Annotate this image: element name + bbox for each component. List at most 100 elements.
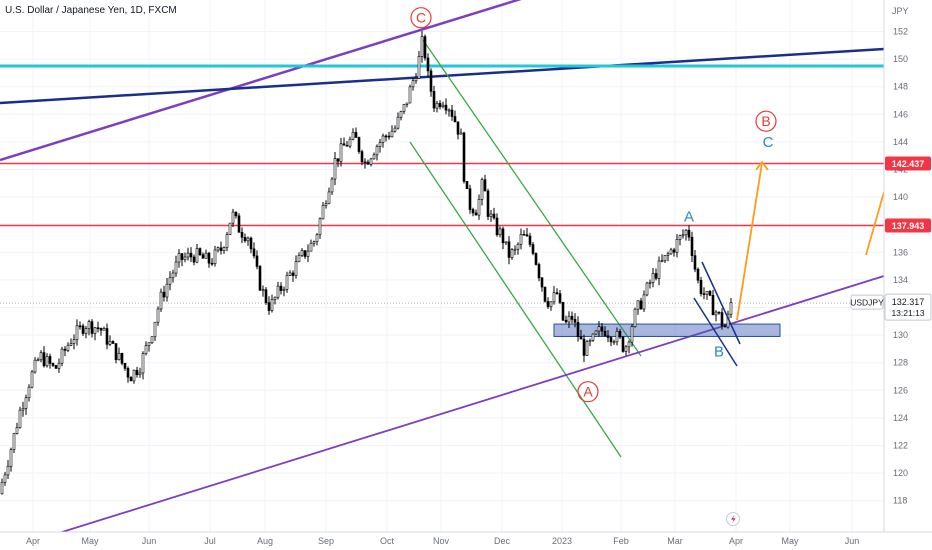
candle-body (15, 427, 19, 434)
candle-body (591, 333, 595, 341)
candle-body (678, 235, 682, 240)
candle-body (564, 319, 568, 323)
lower-channel-line (61, 275, 885, 533)
candle-body (102, 328, 106, 331)
candle-body (651, 273, 655, 283)
x-tick-label: May (81, 536, 99, 546)
candle-body (507, 241, 511, 258)
candle-body (621, 336, 625, 352)
wave-label: C (763, 134, 774, 151)
y-tick-label: 146 (893, 109, 908, 119)
candle-body (60, 348, 64, 364)
candle-body (492, 213, 496, 219)
candle-body (531, 244, 535, 254)
y-tick-label: 128 (893, 358, 908, 368)
candle-body (288, 272, 292, 276)
candle-body (603, 330, 607, 337)
candle-body (636, 300, 640, 310)
candle-body (585, 341, 589, 356)
candle-body (243, 236, 247, 242)
candle-body (414, 78, 418, 82)
candle-body (459, 132, 463, 135)
x-tick-label: Aug (257, 536, 273, 546)
wave-label: C (416, 10, 426, 26)
candle-body (669, 249, 673, 255)
wave-label: A (684, 208, 694, 225)
candle-body (144, 345, 148, 354)
candle-body (258, 266, 262, 291)
candle-body (57, 362, 61, 369)
candle-body (273, 296, 277, 300)
y-tick-label: 130 (893, 330, 908, 340)
candle-body (282, 288, 286, 291)
candle-body (438, 102, 442, 108)
candle-body (294, 261, 298, 276)
candle-body (432, 91, 436, 109)
candle-body (501, 228, 505, 244)
candle-body (150, 336, 154, 344)
candle-body (114, 343, 118, 360)
candle-body (18, 409, 22, 428)
candle-body (204, 252, 208, 259)
x-tick-label: Sep (318, 536, 334, 546)
candle-body (300, 250, 304, 256)
candle-body (426, 57, 430, 72)
candle-body (582, 338, 586, 356)
candle-body (72, 339, 76, 344)
candle-body (141, 353, 145, 374)
price-axis[interactable] (884, 0, 932, 532)
candle-body (207, 252, 211, 264)
candle-body (534, 253, 538, 265)
candle-body (654, 273, 658, 279)
candle-body (420, 36, 424, 57)
candle-body (594, 330, 598, 335)
candle-body (705, 290, 709, 295)
support-zone (553, 323, 781, 337)
candlestick-series (0, 31, 733, 495)
candle-body (216, 247, 220, 251)
candle-body (708, 290, 712, 296)
candle-body (96, 327, 100, 330)
candle-body (588, 340, 592, 342)
candle-body (252, 248, 256, 257)
candle-body (513, 248, 517, 251)
candle-body (570, 315, 574, 320)
candle-body (399, 111, 403, 118)
candle-body (63, 348, 67, 351)
candle-body (555, 292, 559, 294)
candle-body (84, 328, 88, 334)
replay-lightning-icon[interactable] (726, 512, 740, 526)
candle-body (51, 363, 55, 366)
candle-body (309, 242, 313, 252)
candle-body (6, 465, 10, 476)
candle-body (525, 234, 529, 237)
candle-body (264, 289, 268, 303)
candle-body (270, 299, 274, 311)
candle-body (384, 135, 388, 138)
y-tick-label: 122 (893, 441, 908, 451)
candle-body (711, 295, 715, 316)
candle-body (408, 86, 412, 104)
candle-body (393, 127, 397, 132)
candle-body (723, 325, 727, 328)
candle-body (351, 132, 355, 140)
candle-body (195, 248, 199, 263)
candle-body (177, 253, 181, 263)
candle-body (495, 217, 499, 236)
candle-body (3, 474, 7, 483)
time-axis[interactable] (0, 532, 932, 550)
last-price-tag (884, 293, 932, 321)
candle-body (660, 260, 664, 262)
candle-body (480, 179, 484, 200)
candle-body (549, 301, 553, 308)
candle-body (645, 282, 649, 296)
candle-body (402, 104, 406, 112)
level-price-tag (885, 218, 931, 233)
candle-body (684, 229, 688, 236)
x-tick-label: Jul (204, 536, 216, 546)
candle-body (9, 449, 13, 467)
time-axis-labels: Apr May Jun Jul Aug Sep Oct Nov Dec 2023 Feb Mar Apr… (26, 536, 859, 546)
candle-body (117, 352, 121, 360)
